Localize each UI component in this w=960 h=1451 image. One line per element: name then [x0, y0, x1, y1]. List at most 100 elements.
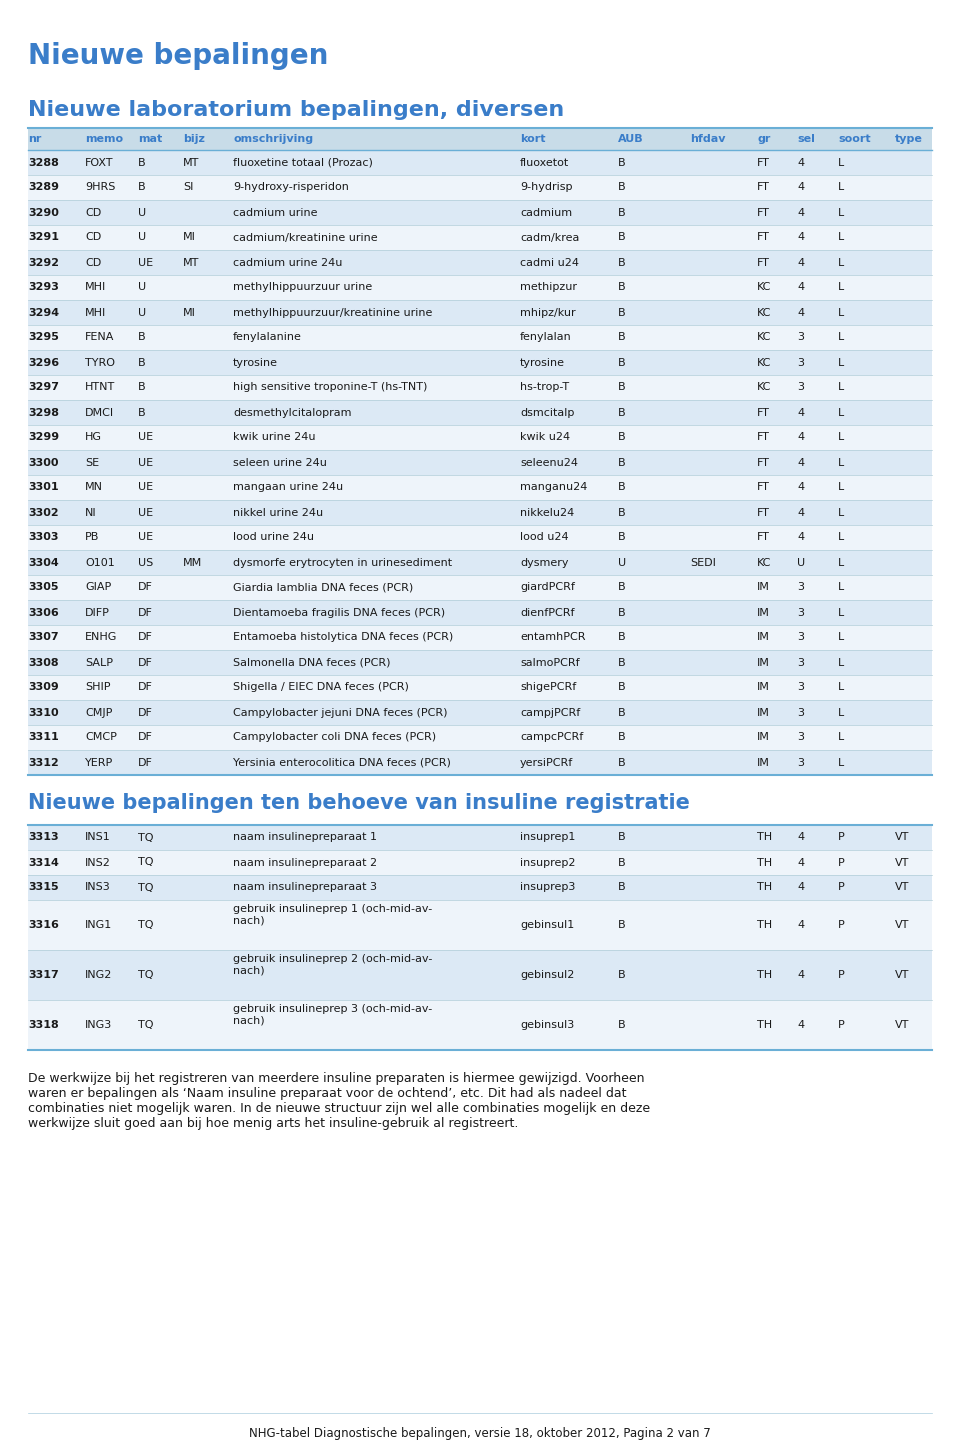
Text: B: B — [618, 682, 626, 692]
Text: nikkel urine 24u: nikkel urine 24u — [233, 508, 324, 518]
Text: ING2: ING2 — [85, 971, 112, 979]
Text: 4: 4 — [797, 432, 804, 443]
Text: L: L — [838, 332, 844, 342]
Text: KC: KC — [757, 557, 772, 567]
Text: CD: CD — [85, 257, 101, 267]
Text: 3303: 3303 — [28, 533, 59, 543]
Text: L: L — [838, 183, 844, 193]
Text: B: B — [618, 332, 626, 342]
Text: bijz: bijz — [183, 133, 204, 144]
Text: B: B — [618, 183, 626, 193]
Text: high sensitive troponine-T (hs-TNT): high sensitive troponine-T (hs-TNT) — [233, 383, 427, 393]
Text: B: B — [618, 283, 626, 293]
Text: 3316: 3316 — [28, 920, 59, 930]
Text: 3306: 3306 — [28, 608, 59, 618]
Text: cadmium urine: cadmium urine — [233, 207, 318, 218]
Text: insuprep2: insuprep2 — [520, 858, 575, 868]
Text: DF: DF — [138, 582, 153, 592]
Bar — [28, 474, 932, 501]
Text: HG: HG — [85, 432, 102, 443]
Text: campjPCRf: campjPCRf — [520, 708, 580, 717]
Text: FT: FT — [757, 483, 770, 492]
Text: L: L — [838, 408, 844, 418]
Text: dysmorfe erytrocyten in urinesediment: dysmorfe erytrocyten in urinesediment — [233, 557, 452, 567]
Text: Nieuwe bepalingen ten behoeve van insuline registratie: Nieuwe bepalingen ten behoeve van insuli… — [28, 794, 690, 813]
Text: 4: 4 — [797, 971, 804, 979]
Text: Yersinia enterocolitica DNA feces (PCR): Yersinia enterocolitica DNA feces (PCR) — [233, 757, 451, 768]
Text: soort: soort — [838, 133, 871, 144]
Text: MI: MI — [183, 232, 196, 242]
Text: UE: UE — [138, 533, 154, 543]
Text: Salmonella DNA feces (PCR): Salmonella DNA feces (PCR) — [233, 657, 391, 667]
Text: hfdav: hfdav — [690, 133, 726, 144]
Text: MHI: MHI — [85, 283, 107, 293]
Text: 3: 3 — [797, 633, 804, 643]
Text: 3317: 3317 — [28, 971, 59, 979]
Text: TQ: TQ — [138, 833, 154, 843]
Text: TH: TH — [757, 882, 772, 892]
Text: 3307: 3307 — [28, 633, 59, 643]
Bar — [28, 225, 932, 250]
Text: kort: kort — [520, 133, 545, 144]
Text: DF: DF — [138, 757, 153, 768]
Text: B: B — [618, 833, 626, 843]
Text: dienfPCRf: dienfPCRf — [520, 608, 574, 618]
Text: 9HRS: 9HRS — [85, 183, 115, 193]
Text: DF: DF — [138, 733, 153, 743]
Text: 3297: 3297 — [28, 383, 59, 393]
Text: Campylobacter coli DNA feces (PCR): Campylobacter coli DNA feces (PCR) — [233, 733, 436, 743]
Text: UE: UE — [138, 508, 154, 518]
Text: gr: gr — [757, 133, 770, 144]
Text: 3: 3 — [797, 757, 804, 768]
Bar — [28, 176, 932, 200]
Text: INS3: INS3 — [85, 882, 110, 892]
Text: FT: FT — [757, 408, 770, 418]
Bar — [28, 850, 932, 875]
Text: gebruik insulineprep 2 (och-mid-av-
nach): gebruik insulineprep 2 (och-mid-av- nach… — [233, 953, 432, 975]
Bar — [28, 200, 932, 225]
Text: 4: 4 — [797, 232, 804, 242]
Text: L: L — [838, 457, 844, 467]
Text: B: B — [618, 920, 626, 930]
Text: DF: DF — [138, 608, 153, 618]
Text: lood u24: lood u24 — [520, 533, 568, 543]
Bar — [28, 900, 932, 950]
Text: Shigella / EIEC DNA feces (PCR): Shigella / EIEC DNA feces (PCR) — [233, 682, 409, 692]
Text: 3: 3 — [797, 733, 804, 743]
Text: giardPCRf: giardPCRf — [520, 582, 575, 592]
Text: TH: TH — [757, 858, 772, 868]
Text: mat: mat — [138, 133, 162, 144]
Bar — [28, 575, 932, 601]
Text: TQ: TQ — [138, 1020, 154, 1030]
Text: memo: memo — [85, 133, 123, 144]
Text: B: B — [618, 308, 626, 318]
Bar — [28, 875, 932, 900]
Text: 3: 3 — [797, 357, 804, 367]
Text: L: L — [838, 657, 844, 667]
Text: HTNT: HTNT — [85, 383, 115, 393]
Text: L: L — [838, 733, 844, 743]
Text: U: U — [618, 557, 626, 567]
Text: U: U — [138, 232, 146, 242]
Text: 3295: 3295 — [28, 332, 59, 342]
Text: VT: VT — [895, 882, 909, 892]
Text: CMCP: CMCP — [85, 733, 117, 743]
Text: B: B — [618, 483, 626, 492]
Text: DMCI: DMCI — [85, 408, 114, 418]
Text: L: L — [838, 308, 844, 318]
Text: B: B — [618, 633, 626, 643]
Text: tyrosine: tyrosine — [233, 357, 278, 367]
Text: FT: FT — [757, 183, 770, 193]
Text: 3298: 3298 — [28, 408, 59, 418]
Text: B: B — [618, 257, 626, 267]
Text: type: type — [895, 133, 923, 144]
Text: gebruik insulineprep 1 (och-mid-av-
nach): gebruik insulineprep 1 (och-mid-av- nach… — [233, 904, 432, 926]
Text: 3296: 3296 — [28, 357, 60, 367]
Text: yersiPCRf: yersiPCRf — [520, 757, 573, 768]
Text: lood urine 24u: lood urine 24u — [233, 533, 314, 543]
Text: tyrosine: tyrosine — [520, 357, 565, 367]
Text: 4: 4 — [797, 457, 804, 467]
Text: B: B — [618, 207, 626, 218]
Text: L: L — [838, 158, 844, 167]
Text: L: L — [838, 757, 844, 768]
